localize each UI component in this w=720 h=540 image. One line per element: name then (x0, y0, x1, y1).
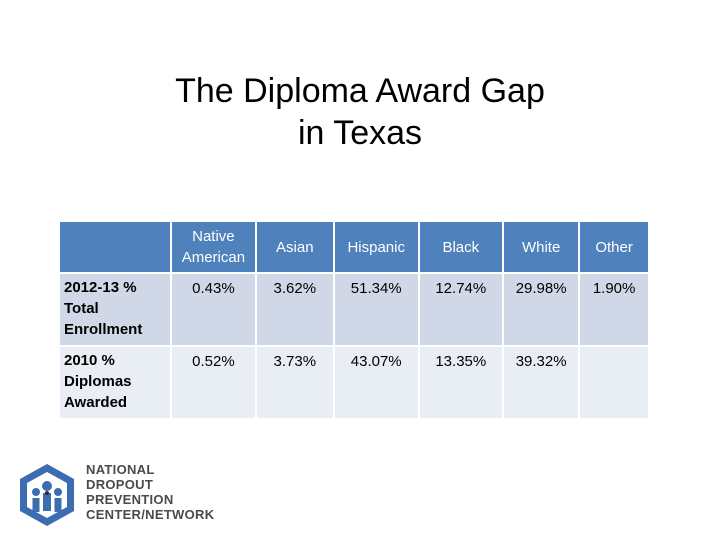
cell-value: 0.43% (172, 274, 255, 345)
slide-title: The Diploma Award Gap in Texas (0, 70, 720, 154)
table-header-row: Native American Asian Hispanic Black Whi… (60, 222, 648, 272)
cell-value: 39.32% (504, 347, 579, 418)
header-asian: Asian (256, 222, 333, 272)
cell-value: 12.74% (419, 274, 503, 345)
header-hispanic: Hispanic (334, 222, 418, 272)
cell-value: 0.52% (172, 347, 255, 418)
ndpc-logo-text: NATIONAL DROPOUT PREVENTION CENTER/NETWO… (86, 462, 214, 522)
logo-line: CENTER/NETWORK (86, 507, 215, 522)
row-label-diplomas: 2010 % Diplomas Awarded (60, 347, 171, 418)
table-row: 2010 % Diplomas Awarded 0.52% 3.73% 43.0… (60, 347, 648, 418)
row-label-enrollment: 2012-13 % Total Enrollment (60, 274, 171, 345)
logo-line: PREVENTION (86, 492, 174, 507)
ndpc-logo: NATIONAL DROPOUT PREVENTION CENTER/NETWO… (14, 462, 214, 528)
header-white: White (504, 222, 579, 272)
header-empty (60, 222, 171, 272)
cell-value (580, 347, 648, 418)
cell-value: 1.90% (580, 274, 648, 345)
diploma-gap-table: Native American Asian Hispanic Black Whi… (58, 220, 650, 420)
header-black: Black (419, 222, 503, 272)
logo-line: DROPOUT (86, 477, 154, 492)
title-line-1: The Diploma Award Gap (175, 72, 545, 110)
table-row: 2012-13 % Total Enrollment 0.43% 3.62% 5… (60, 274, 648, 345)
header-native-american: Native American (172, 222, 255, 272)
cell-value: 29.98% (504, 274, 579, 345)
header-other: Other (580, 222, 648, 272)
cell-value: 3.62% (256, 274, 333, 345)
logo-line: NATIONAL (86, 462, 155, 477)
cell-value: 3.73% (256, 347, 333, 418)
ndpc-logo-icon (20, 464, 74, 526)
cell-value: 51.34% (334, 274, 418, 345)
cell-value: 43.07% (334, 347, 418, 418)
cell-value: 13.35% (419, 347, 503, 418)
title-line-2: in Texas (297, 114, 423, 152)
